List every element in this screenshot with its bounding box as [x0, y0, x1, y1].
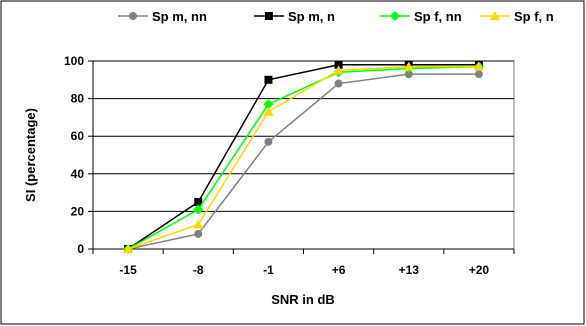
- y-axis-title: SI (percentage): [23, 108, 38, 202]
- legend-entry: Sp f, nn: [380, 9, 462, 24]
- data-point: [264, 137, 273, 146]
- plot-area-frame: [92, 60, 515, 250]
- data-point: [194, 198, 203, 206]
- data-point: [193, 204, 204, 215]
- x-axis-title: SNR in dB: [271, 292, 335, 307]
- data-point: [263, 99, 274, 110]
- x-tick-label: +13: [399, 263, 420, 277]
- x-tick-label: -1: [263, 263, 274, 277]
- data-point: [473, 61, 484, 71]
- series-layer: [123, 60, 484, 254]
- y-tick-label: 100: [64, 54, 84, 68]
- legend-label: Sp f, nn: [414, 9, 462, 24]
- series-4: [123, 61, 484, 253]
- legend-marker: [265, 12, 273, 20]
- data-point: [334, 60, 343, 69]
- series-line: [127, 65, 479, 250]
- data-point: [123, 244, 134, 253]
- legend: Sp m, nn Sp m, n Sp f, nn Sp f, n: [118, 9, 554, 24]
- data-point: [334, 79, 343, 88]
- gridlines: [93, 60, 514, 212]
- legend-marker: [390, 11, 400, 21]
- series-line: [127, 65, 479, 250]
- legend-label: Sp m, nn: [152, 9, 207, 24]
- series-line: [127, 73, 479, 250]
- y-tick-label: 0: [77, 242, 84, 256]
- data-point: [333, 65, 344, 75]
- x-tick-label: +6: [332, 263, 346, 277]
- y-tick-label: 20: [71, 204, 85, 218]
- legend-marker: [490, 11, 500, 20]
- legend-entry: Sp m, n: [254, 9, 335, 24]
- data-point: [264, 75, 273, 84]
- data-point: [474, 70, 483, 79]
- data-point: [194, 229, 203, 238]
- data-point: [193, 219, 204, 229]
- series-line: [127, 64, 479, 250]
- x-tick-label: +20: [469, 263, 490, 277]
- legend-entry: Sp m, nn: [118, 9, 207, 24]
- legend-entry: Sp f, n: [480, 9, 554, 24]
- y-tick-label: 60: [71, 129, 85, 143]
- legend-label: Sp m, n: [288, 9, 335, 24]
- data-point: [403, 61, 414, 71]
- x-tick-label: -15: [119, 263, 137, 277]
- y-tick-label: 40: [71, 167, 85, 181]
- data-point: [263, 106, 274, 116]
- plot-area: 0 20 40 60 80 100 -15 -8 -1 +6 +13 +20: [64, 54, 515, 277]
- legend-label: Sp f, n: [514, 9, 554, 24]
- y-tick-label: 80: [71, 92, 85, 106]
- legend-marker: [129, 12, 137, 20]
- x-tick-label: -8: [193, 263, 204, 277]
- axes: 0 20 40 60 80 100 -15 -8 -1 +6 +13 +20: [64, 54, 515, 277]
